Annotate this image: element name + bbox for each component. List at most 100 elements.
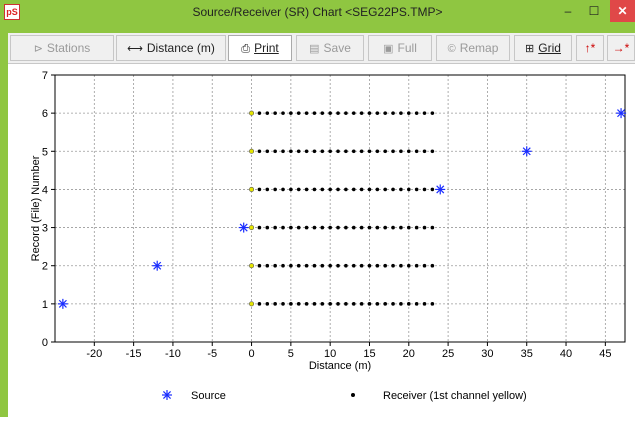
receiver-point — [249, 148, 255, 154]
app-logo-icon: pS — [4, 4, 20, 20]
receiver-point — [375, 149, 380, 154]
receiver-point — [249, 301, 255, 307]
x-tick-label: 10 — [324, 348, 336, 360]
receiver-point — [320, 225, 325, 230]
receiver-point — [336, 111, 340, 115]
receiver-point — [406, 187, 411, 192]
receiver-point — [414, 302, 419, 306]
y-tick-label: 7 — [42, 70, 48, 82]
star-stroke — [162, 390, 172, 400]
y-tick-label: 3 — [42, 223, 48, 235]
receiver-point — [289, 149, 293, 154]
stations-icon: ⊳ — [33, 43, 43, 55]
toolbar: ⊳ Stations ⟷ Distance (m) ⎙ Print ▤ Save ▣ Fu… — [8, 33, 635, 64]
receiver-point — [336, 187, 340, 192]
grid-button[interactable]: ⊞ Grid — [514, 35, 572, 61]
receiver-point — [289, 111, 293, 115]
receiver-point — [304, 225, 309, 230]
receiver-point — [320, 263, 325, 268]
receiver-point — [265, 187, 270, 192]
receiver-point — [289, 225, 293, 230]
distance-button[interactable]: ⟷ Distance (m) — [116, 35, 226, 61]
receiver-point — [391, 111, 395, 115]
receiver-point — [383, 111, 388, 115]
legend-source-marker — [162, 390, 172, 400]
receiver-point — [383, 187, 388, 192]
receiver-point — [320, 187, 325, 192]
grid-label: Grid — [538, 41, 561, 55]
receiver-point — [367, 111, 372, 115]
receiver-point — [257, 302, 262, 306]
full-button[interactable]: ▣ Full — [368, 35, 432, 61]
receiver-point — [336, 149, 340, 154]
receiver-point — [344, 111, 348, 115]
save-button[interactable]: ▤ Save — [296, 35, 364, 61]
vertical-stretch-button[interactable]: ↑* — [576, 35, 604, 61]
receiver-point — [430, 111, 435, 115]
source-point — [521, 146, 532, 157]
stations-button[interactable]: ⊳ Stations — [10, 35, 114, 61]
receiver-point — [367, 187, 372, 192]
remap-button[interactable]: © Remap — [436, 35, 510, 61]
receiver-point — [336, 302, 340, 306]
receiver-point — [289, 187, 293, 192]
receiver-point — [399, 187, 403, 192]
window-title: Source/Receiver (SR) Chart <SEG22PS.TMP> — [192, 5, 443, 19]
receiver-point — [359, 225, 364, 230]
maximize-button[interactable]: ☐ — [588, 4, 600, 18]
horizontal-stretch-button[interactable]: →* — [607, 35, 635, 61]
minimize-button[interactable]: – — [564, 4, 572, 18]
receiver-point — [296, 111, 301, 115]
receiver-point — [430, 187, 435, 192]
receiver-point — [391, 263, 395, 268]
x-tick-label: -15 — [126, 348, 142, 360]
star-stroke — [58, 299, 67, 308]
remap-label: Remap — [459, 41, 499, 55]
receiver-point — [320, 302, 325, 306]
receiver-point — [344, 149, 348, 154]
source-point — [238, 222, 249, 233]
receiver-point — [312, 225, 317, 230]
receiver-point — [375, 225, 380, 230]
x-tick-label: 5 — [288, 348, 294, 360]
receiver-point — [391, 149, 395, 154]
y-tick-label: 1 — [42, 299, 48, 311]
receiver-point — [312, 263, 317, 268]
receiver-point — [351, 187, 356, 192]
x-tick-label: -20 — [86, 348, 102, 360]
distance-label: Distance (m) — [146, 41, 215, 55]
receiver-point — [406, 149, 411, 154]
receiver-point — [328, 302, 332, 306]
y-axis-label: Record (File) Number — [30, 155, 42, 261]
receiver-point — [344, 225, 348, 230]
receiver-point — [249, 110, 255, 116]
print-button[interactable]: ⎙ Print — [228, 35, 292, 61]
receiver-point — [257, 149, 262, 154]
receiver-point — [351, 111, 356, 115]
source-point — [616, 108, 627, 119]
receiver-point — [422, 187, 427, 192]
receiver-point — [391, 225, 395, 230]
receiver-point — [367, 302, 372, 306]
stations-label: Stations — [46, 41, 91, 55]
receiver-point — [383, 302, 388, 306]
receiver-point — [391, 187, 395, 192]
receiver-point — [296, 263, 301, 268]
receiver-point — [296, 187, 301, 192]
receiver-point — [383, 149, 388, 154]
receiver-point — [391, 302, 395, 306]
receiver-point — [359, 263, 364, 268]
receiver-point — [304, 111, 309, 115]
star-stroke — [522, 147, 531, 156]
save-icon: ▤ — [309, 43, 320, 55]
receiver-point — [375, 302, 380, 306]
receiver-point — [375, 263, 380, 268]
receiver-point — [281, 149, 285, 154]
y-tick-label: 0 — [42, 337, 48, 349]
source-point — [435, 184, 446, 195]
source-point — [152, 260, 163, 271]
receiver-point — [359, 111, 364, 115]
close-button[interactable]: ✕ — [610, 0, 635, 22]
y-tick-label: 6 — [42, 108, 48, 120]
x-tick-label: -5 — [207, 348, 217, 360]
